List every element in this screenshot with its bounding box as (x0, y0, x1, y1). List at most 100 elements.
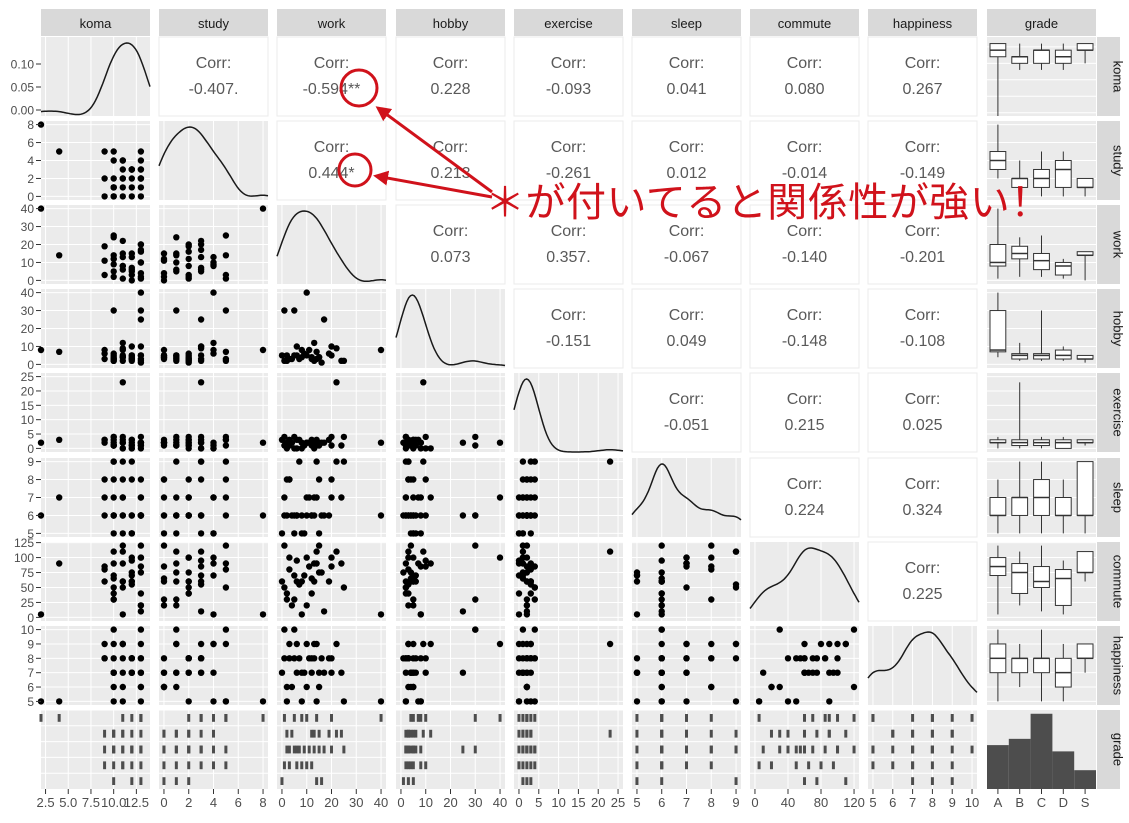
point (784, 698, 792, 705)
point (101, 512, 108, 519)
y-tick-label: 2 (27, 172, 34, 186)
point (732, 698, 740, 705)
corr-panel-bg (749, 204, 860, 285)
panel-density-work (276, 205, 387, 284)
point (328, 494, 335, 501)
point (128, 669, 135, 676)
point (110, 252, 117, 259)
point (128, 445, 135, 452)
point (683, 698, 690, 705)
point (793, 655, 800, 662)
point (119, 346, 127, 354)
density-line (276, 210, 387, 283)
row-strip-commute: commute (1097, 542, 1126, 621)
point (160, 346, 168, 354)
strip-label-commute: commute (778, 16, 831, 31)
row-strip-label-grade: grade (1111, 733, 1126, 766)
point (377, 512, 385, 519)
point (110, 590, 117, 597)
point (313, 458, 320, 465)
point (173, 626, 180, 633)
point (197, 439, 205, 446)
point (311, 339, 318, 347)
corr-panel-study-work: Corr: 0.444* (276, 120, 387, 201)
corr-value: 0.213 (430, 165, 470, 182)
panel-scatter-hobby-work (277, 289, 386, 368)
corr-panel-bg (749, 372, 860, 453)
point (101, 355, 108, 363)
x-tick-label: 8 (259, 795, 266, 810)
point (173, 578, 180, 585)
point (422, 512, 429, 519)
strip-label-hobby: hobby (433, 16, 469, 31)
point (422, 669, 429, 676)
point (222, 640, 230, 648)
point (160, 436, 168, 443)
panel-scatter-work-study (159, 205, 268, 284)
strip-tick (930, 761, 934, 770)
row-strip-label-hobby: hobby (1111, 311, 1126, 347)
point (417, 494, 424, 501)
point (101, 346, 108, 354)
strip-tick (121, 745, 125, 754)
point (160, 530, 168, 537)
point (110, 232, 117, 239)
box-D (1054, 261, 1072, 276)
point (527, 640, 534, 648)
point (210, 253, 217, 261)
y-tick-label: 40 (21, 286, 35, 300)
corr-panel-bg (276, 36, 387, 117)
point (137, 273, 145, 280)
point (412, 655, 419, 662)
corr-value: -0.140 (782, 249, 827, 266)
bar-C (1030, 713, 1053, 789)
x-tick-label: 4 (210, 795, 217, 810)
point (658, 698, 665, 705)
panel-strip-koma (39, 709, 150, 789)
strip-tick (187, 714, 191, 722)
corr-value: -0.093 (546, 81, 591, 98)
corr-panel-bg (395, 36, 506, 117)
box-D (1054, 439, 1072, 449)
strip-tick (139, 729, 143, 738)
point (405, 554, 412, 561)
point (281, 494, 288, 501)
y-tick-label: 30 (21, 220, 35, 234)
corr-panel-bg (395, 204, 506, 285)
strip-tick (212, 714, 215, 722)
corr-panel-work-happiness: Corr: -0.201 (867, 204, 978, 285)
point (308, 669, 315, 676)
corr-value: 0.215 (784, 417, 824, 434)
strip-tick (819, 761, 823, 770)
point (160, 669, 168, 676)
point (173, 560, 180, 567)
point (185, 698, 192, 705)
point (222, 560, 230, 567)
corr-label: Corr: (905, 55, 941, 72)
box-S (1076, 43, 1094, 51)
point (291, 530, 298, 537)
point (658, 640, 665, 648)
point (708, 554, 715, 561)
point (173, 268, 180, 275)
y-tick-label: 0.05 (11, 81, 35, 95)
point (173, 548, 180, 555)
point (110, 157, 117, 164)
strip-tick (823, 714, 827, 722)
strip-tick (794, 745, 798, 754)
strip-tick (404, 745, 408, 754)
density-line (867, 631, 978, 693)
point (523, 596, 531, 603)
strip-tick (312, 729, 316, 738)
point (658, 655, 665, 662)
point (137, 439, 145, 446)
point (101, 243, 108, 250)
strip-tick (187, 761, 191, 770)
strip-tick (803, 745, 806, 754)
strip-tick (660, 761, 664, 770)
point (210, 669, 217, 676)
point (402, 584, 410, 591)
point (459, 512, 467, 519)
strip-tick (911, 745, 915, 754)
